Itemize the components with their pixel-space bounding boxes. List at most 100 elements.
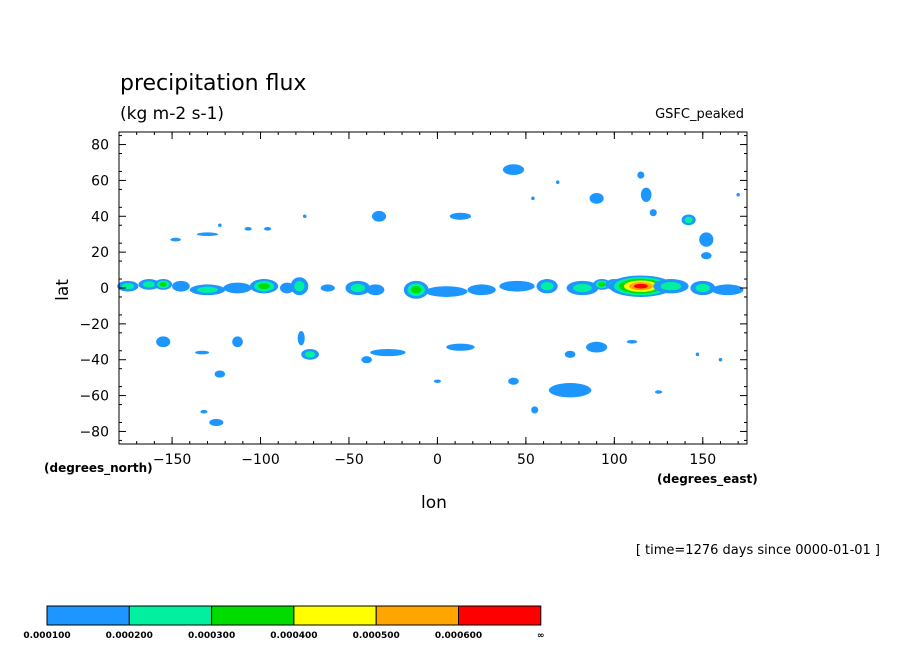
x-tick-label: 150 xyxy=(689,452,716,468)
contour-blob-3 xyxy=(172,280,190,292)
y-axis-label: lat xyxy=(53,279,73,301)
contour-blob-33 xyxy=(701,252,712,260)
colorbar-swatch xyxy=(458,605,542,626)
y-tick-label: 80 xyxy=(91,138,109,154)
contour-level-1 xyxy=(433,379,441,384)
contour-blob-7 xyxy=(279,282,295,294)
contour-level-1 xyxy=(711,284,744,296)
contour-level-1 xyxy=(200,409,208,414)
precipitation-contours xyxy=(117,164,744,427)
contour-blob-47 xyxy=(301,348,319,360)
contour-level-1 xyxy=(637,171,645,179)
contour-level-2 xyxy=(573,283,592,293)
contour-blob-0 xyxy=(117,280,139,292)
contour-level-1 xyxy=(370,348,406,357)
contour-blob-59 xyxy=(655,390,663,394)
contour-blob-46 xyxy=(214,370,226,378)
contour-blob-8 xyxy=(290,277,309,296)
contour-level-1 xyxy=(564,350,576,358)
source-label: GSFC_peaked xyxy=(655,107,744,122)
contour-blob-38 xyxy=(371,210,387,222)
contour-blob-16 xyxy=(536,279,558,294)
contour-blob-35 xyxy=(218,223,222,228)
contour-level-1 xyxy=(209,418,224,427)
contour-blob-5 xyxy=(223,282,252,294)
contour-level-1 xyxy=(297,331,305,346)
x-axis-label: lon xyxy=(421,493,447,513)
contour-level-2 xyxy=(304,351,316,358)
contour-level-3 xyxy=(598,282,606,287)
colorbar-swatch xyxy=(46,605,130,626)
colorbar-label: ∞ xyxy=(537,631,545,641)
contour-blob-9 xyxy=(320,284,335,292)
contour-blob-40 xyxy=(170,237,181,242)
contour-level-1 xyxy=(156,336,171,348)
contour-blob-29 xyxy=(640,187,652,202)
y-axis-unit: (degrees_north) xyxy=(44,461,153,476)
contour-level-1 xyxy=(626,340,638,344)
contour-level-1 xyxy=(548,383,592,398)
contour-blob-4 xyxy=(189,284,226,296)
colorbar-swatch xyxy=(211,605,295,626)
contour-blob-48 xyxy=(297,331,305,346)
contour-level-2 xyxy=(684,216,693,224)
contour-level-1 xyxy=(195,350,210,355)
y-tick-label: 0 xyxy=(100,281,109,297)
contour-level-1 xyxy=(170,237,181,242)
y-tick-label: 60 xyxy=(91,173,109,189)
contour-blob-18 xyxy=(593,279,611,290)
colorbar-swatch xyxy=(128,605,213,626)
contour-level-2 xyxy=(142,281,156,288)
contour-level-1 xyxy=(508,377,519,385)
contour-level-3 xyxy=(411,286,422,294)
contour-level-1 xyxy=(649,209,657,217)
x-tick-label: −100 xyxy=(241,452,279,468)
contour-blob-54 xyxy=(548,383,592,398)
contour-blob-15 xyxy=(499,280,535,292)
contour-blob-62 xyxy=(695,352,700,357)
contour-blob-10 xyxy=(345,280,371,296)
contour-blob-44 xyxy=(195,350,210,355)
contour-blob-32 xyxy=(699,232,714,247)
contour-level-1 xyxy=(302,214,307,219)
contour-level-3 xyxy=(159,282,167,287)
contour-level-1 xyxy=(655,390,663,394)
contour-blob-63 xyxy=(718,357,723,362)
contour-blob-42 xyxy=(244,227,252,231)
contour-blob-26 xyxy=(531,196,535,201)
contour-blob-17 xyxy=(566,280,599,296)
contour-blob-34 xyxy=(736,192,740,197)
contour-blob-25 xyxy=(555,180,560,184)
contour-level-1 xyxy=(695,352,700,357)
contour-blob-1 xyxy=(138,279,160,290)
contour-blob-22 xyxy=(690,280,716,296)
contour-level-1 xyxy=(172,280,190,292)
contour-level-1 xyxy=(279,282,295,294)
contour-level-1 xyxy=(555,180,560,184)
contour-level-1 xyxy=(531,196,535,201)
contour-level-1 xyxy=(467,284,496,296)
contour-blob-58 xyxy=(564,350,576,358)
contour-blob-57 xyxy=(626,340,638,344)
colorbar-label: 0.000100 xyxy=(23,631,70,641)
contour-blob-6 xyxy=(249,279,279,294)
contour-blob-51 xyxy=(446,343,475,351)
colorbar-swatch xyxy=(293,605,377,626)
contour-blob-60 xyxy=(209,418,224,427)
contour-level-1 xyxy=(264,227,272,231)
contour-blob-23 xyxy=(711,284,744,296)
contour-level-2 xyxy=(695,283,710,293)
contour-level-1 xyxy=(446,343,475,351)
contour-blob-53 xyxy=(508,377,519,385)
x-tick-label: −50 xyxy=(334,452,364,468)
contour-level-2 xyxy=(540,282,554,291)
contour-blob-56 xyxy=(586,341,608,353)
contour-level-2 xyxy=(350,283,366,293)
contour-blob-30 xyxy=(649,209,657,217)
contour-blob-13 xyxy=(425,286,468,297)
contour-blob-21 xyxy=(653,279,689,294)
y-tick-label: 40 xyxy=(91,209,109,225)
contour-blob-11 xyxy=(366,284,385,296)
y-axis-ticks: 80 60 40 20 0 −20 −40 −60 −80 xyxy=(79,135,747,441)
contour-level-1 xyxy=(361,356,372,364)
